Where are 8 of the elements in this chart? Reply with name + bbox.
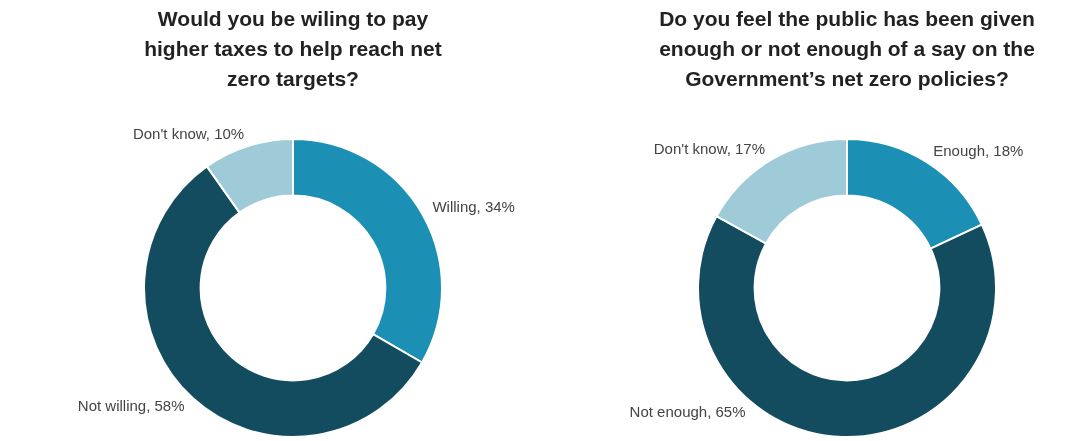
chart-title: Do you feel the public has been given enough or not enough of a say on the Government’s net zero policies?: [658, 6, 1036, 92]
slice-label: Willing, 34%: [432, 197, 515, 215]
slice-label: Not willing, 58%: [77, 397, 185, 415]
slice-label: Not enough, 65%: [629, 403, 746, 421]
slice-label: Don't know, 10%: [132, 124, 245, 142]
chart-title: Would you be wiling to pay higher taxes to help reach net zero targets?: [143, 6, 443, 92]
slice-label: Enough, 18%: [933, 142, 1024, 160]
slice-label: Don't know, 17%: [653, 139, 766, 157]
